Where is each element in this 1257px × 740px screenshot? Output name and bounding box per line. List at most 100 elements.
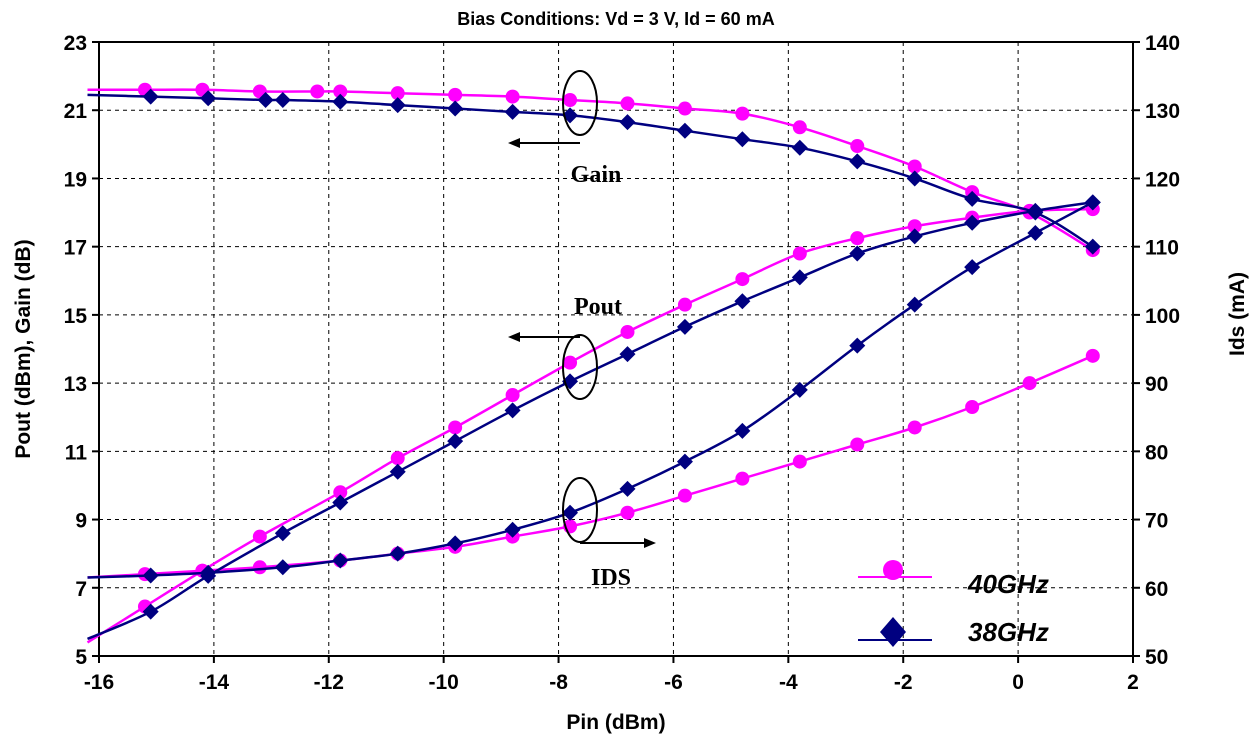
data-point-40ghz-ids xyxy=(252,560,267,575)
data-point-38ghz-ids xyxy=(447,535,464,552)
data-point-40ghz-gain xyxy=(390,86,405,101)
data-point-38ghz-ids xyxy=(332,552,349,569)
annotations: Gain Pout IDS xyxy=(508,70,656,591)
data-point-38ghz-pout xyxy=(906,228,923,245)
y-tick-labels: 5 7 9 11 13 15 17 19 21 23 xyxy=(64,32,88,669)
data-point-38ghz-gain xyxy=(142,88,159,105)
y2-tick-label: 50 xyxy=(1145,646,1168,669)
y2-tick-label: 120 xyxy=(1145,168,1180,191)
data-point-40ghz-gain xyxy=(792,120,807,135)
y2-tick-label: 100 xyxy=(1145,305,1180,328)
data-point-40ghz-ids xyxy=(907,420,922,435)
data-point-40ghz-pout xyxy=(563,355,578,370)
ids-arrowhead-icon xyxy=(644,538,656,548)
data-point-40ghz-ids xyxy=(1022,376,1037,391)
y-tick-label: 11 xyxy=(65,441,88,464)
data-point-40ghz-pout xyxy=(390,451,405,466)
x-tick-label: -6 xyxy=(664,671,683,694)
data-point-38ghz-pout xyxy=(389,463,406,480)
data-point-38ghz-pout xyxy=(849,245,866,262)
data-point-38ghz-ids xyxy=(791,381,808,398)
x-axis-label: Pin (dBm) xyxy=(566,711,665,734)
annotation-gain: Gain xyxy=(571,162,622,188)
grid-lines xyxy=(99,42,1133,656)
data-point-38ghz-ids xyxy=(1084,194,1101,211)
plot-frame xyxy=(98,41,1134,657)
data-point-38ghz-ids xyxy=(562,504,579,521)
x-tick-label: -8 xyxy=(549,671,568,694)
legend-label-38ghz: 38GHz xyxy=(968,617,1049,647)
data-point-40ghz-pout xyxy=(677,297,692,312)
y-tick-label: 5 xyxy=(75,646,87,669)
x-tick-label: 0 xyxy=(1012,671,1024,694)
data-point-38ghz-gain xyxy=(906,170,923,187)
data-point-40ghz-ids xyxy=(620,505,635,520)
data-point-40ghz-ids xyxy=(1085,348,1100,363)
data-point-38ghz-gain xyxy=(619,114,636,131)
data-point-40ghz-pout xyxy=(505,388,520,403)
y-tick-label: 9 xyxy=(75,510,87,533)
data-point-40ghz-gain xyxy=(448,87,463,102)
x-tick-label: -2 xyxy=(894,671,913,694)
series-40ghz-pout xyxy=(86,202,1100,644)
data-point-40ghz-gain xyxy=(333,84,348,99)
y2-tick-label: 140 xyxy=(1145,32,1180,55)
data-point-38ghz-ids xyxy=(142,567,159,584)
data-point-38ghz-pout xyxy=(676,318,693,335)
x-tick-label: -10 xyxy=(428,671,458,694)
gain-callout-ellipse xyxy=(562,70,598,136)
data-point-40ghz-pout xyxy=(252,529,267,544)
data-point-38ghz-ids xyxy=(906,296,923,313)
data-point-38ghz-gain xyxy=(447,100,464,117)
x-tick-label: -16 xyxy=(84,671,114,694)
data-point-40ghz-gain xyxy=(850,139,865,154)
annotation-ids: IDS xyxy=(591,565,631,591)
data-point-38ghz-ids xyxy=(504,521,521,538)
data-point-38ghz-pout xyxy=(791,269,808,286)
x-tick-label: 2 xyxy=(1127,671,1139,694)
series-38ghz-ids xyxy=(87,194,1101,584)
y-axis-label: Pout (dBm), Gain (dB) xyxy=(12,239,35,458)
data-point-38ghz-ids xyxy=(619,480,636,497)
data-point-38ghz-gain xyxy=(849,153,866,170)
legend-label-40ghz: 40GHz xyxy=(967,569,1049,599)
data-point-38ghz-pout xyxy=(964,214,981,231)
data-point-38ghz-gain xyxy=(274,91,291,108)
data-point-40ghz-gain xyxy=(735,106,750,121)
pout-callout-ellipse xyxy=(562,334,598,400)
y2-tick-label: 80 xyxy=(1145,441,1168,464)
data-point-38ghz-pout xyxy=(734,293,751,310)
data-point-38ghz-pout xyxy=(619,346,636,363)
data-point-40ghz-ids xyxy=(677,488,692,503)
data-point-38ghz-ids xyxy=(274,559,291,576)
data-point-38ghz-gain xyxy=(964,190,981,207)
x-tick-label: -14 xyxy=(199,671,230,694)
y2-axis-label: Ids (mA) xyxy=(1226,272,1249,356)
data-point-38ghz-gain xyxy=(791,139,808,156)
legend: 40GHz 38GHz xyxy=(858,560,1049,647)
data-point-40ghz-pout xyxy=(735,272,750,287)
data-point-38ghz-gain xyxy=(389,97,406,114)
data-point-38ghz-ids xyxy=(849,337,866,354)
data-point-38ghz-gain xyxy=(504,103,521,120)
y-tick-label: 23 xyxy=(64,32,87,55)
y-tick-label: 21 xyxy=(64,100,88,123)
series-38ghz-gain xyxy=(87,88,1101,255)
data-point-40ghz-pout xyxy=(448,420,463,435)
data-point-40ghz-ids xyxy=(850,437,865,452)
annotation-pout: Pout xyxy=(574,294,622,320)
data-point-40ghz-ids xyxy=(965,399,980,414)
data-point-40ghz-gain xyxy=(310,84,325,99)
data-point-38ghz-gain xyxy=(257,91,274,108)
data-point-38ghz-pout xyxy=(142,603,159,620)
data-point-38ghz-gain xyxy=(332,93,349,110)
data-point-38ghz-pout xyxy=(1027,202,1044,219)
y-tick-label: 7 xyxy=(75,578,87,601)
data-point-40ghz-pout xyxy=(907,219,922,234)
data-point-38ghz-gain xyxy=(1084,238,1101,255)
data-point-38ghz-pout xyxy=(274,525,291,542)
data-point-40ghz-pout xyxy=(333,485,348,500)
pout-arrowhead-icon xyxy=(508,332,520,342)
data-point-40ghz-gain xyxy=(677,101,692,116)
